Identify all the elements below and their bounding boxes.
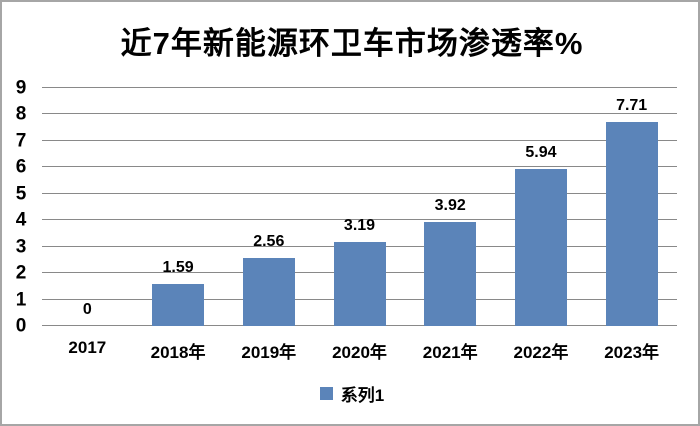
bar-2019年 [242, 258, 295, 326]
legend: 系列1 [2, 381, 700, 406]
value-label-2018年: 1.59 [162, 258, 194, 276]
value-label-2022年: 5.94 [525, 143, 557, 161]
plot-area: 0 1 2 3 4 5 6 7 8 9 0 2017 1.59 2018年 2.56 2019年 3.19 202… [16, 79, 677, 362]
x-axis-tick-label-2019年: 2019年 [241, 343, 297, 362]
y-axis-tick-label: 0 [15, 315, 27, 337]
x-axis-tick-label-2018年: 2018年 [150, 343, 206, 362]
gridline-y7 [42, 139, 677, 141]
legend-label-series1: 系列1 [340, 386, 385, 405]
y-axis-tick-label: 5 [15, 183, 27, 205]
value-label-2021年: 3.92 [434, 197, 466, 215]
x-axis-tick-label-2017: 2017 [68, 338, 107, 357]
value-label-2017: 0 [82, 301, 92, 318]
gridline-y8 [42, 113, 677, 115]
x-axis-tick-label-2021年: 2021年 [422, 343, 478, 362]
bar-2020年 [333, 241, 386, 326]
chart-title: 近7年新能源环卫车市场渗透率% [120, 26, 584, 61]
x-axis-tick-label-2020年: 2020年 [332, 343, 387, 362]
y-axis-tick-label: 1 [15, 289, 27, 311]
value-label-2020年: 3.19 [343, 216, 376, 234]
value-label-2023年: 7.71 [616, 97, 648, 115]
gridline-y6 [42, 166, 677, 168]
gridline-y5 [42, 192, 677, 194]
bar-2018年 [152, 283, 205, 326]
y-axis-tick-label: 9 [15, 77, 27, 99]
legend-swatch-series1 [319, 387, 333, 400]
bar-2021年 [424, 222, 477, 326]
gridline-y4 [42, 219, 677, 221]
y-axis-tick-label: 8 [15, 103, 27, 125]
y-axis-tick-label: 4 [15, 209, 27, 231]
y-axis-tick-label: 6 [15, 156, 27, 178]
x-axis-tick-label-2022年: 2022年 [513, 343, 569, 362]
gridline-y9 [42, 87, 677, 88]
bar-2023年 [605, 122, 658, 326]
y-axis-tick-label: 3 [15, 236, 27, 258]
y-axis-tick-label: 7 [15, 130, 27, 152]
y-axis-tick-label: 2 [15, 262, 27, 284]
x-axis-tick-label-2023年: 2023年 [604, 343, 660, 362]
value-label-2019年: 2.56 [253, 233, 285, 251]
bar-2022年 [514, 168, 567, 326]
